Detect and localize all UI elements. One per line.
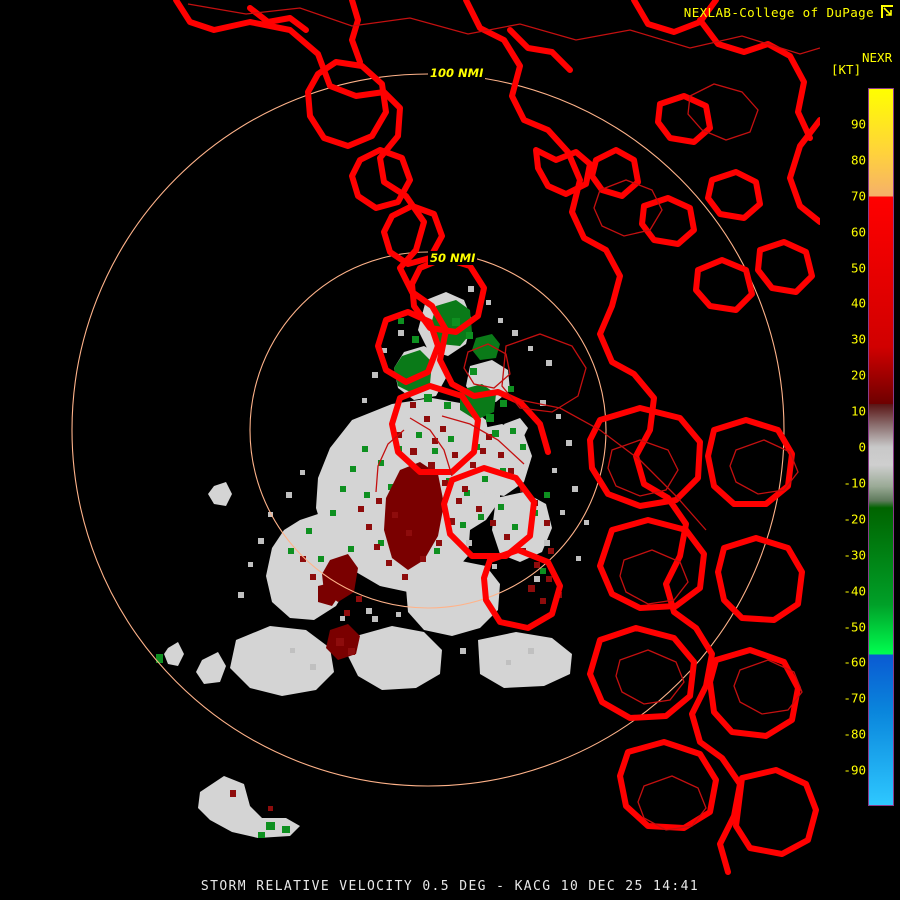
colorbar-tick-40: 40	[850, 295, 866, 311]
colorbar-tick-70: 70	[850, 188, 866, 204]
status-bar: STORM RELATIVE VELOCITY 0.5 DEG - KACG 1…	[200, 879, 700, 894]
radar-map-panel[interactable]: 100 NMI 50 NMI	[0, 0, 820, 880]
range-ring-label-100: 100 NMI	[428, 66, 486, 80]
colorbar-tick-10: 10	[850, 403, 866, 419]
colorbar-tick-50: 50	[850, 260, 866, 275]
colorbar-gradient	[868, 88, 894, 806]
colorbar-tick-20: 20	[850, 367, 866, 383]
colorbar-tick-minus90: -90	[843, 762, 866, 778]
colorbar-units: [KT]	[831, 62, 862, 77]
colorbar-tick-minus30: -30	[843, 547, 866, 563]
boundary-layer	[187, 3, 820, 831]
colorbar-tick-60: 60	[850, 224, 866, 240]
colorbar-tick-minus10: -10	[843, 475, 866, 491]
velocity-echo-layer	[156, 286, 589, 838]
colorbar-tick-0: 0	[858, 439, 866, 455]
range-ring-label-50: 50 NMI	[428, 251, 478, 265]
colorbar-tick-minus40: -40	[843, 583, 866, 599]
corner-arrow-icon	[880, 4, 894, 19]
colorbar-tick-30: 30	[850, 331, 866, 347]
colorbar-tick-minus70: -70	[843, 690, 866, 706]
colorbar-tick-80: 80	[850, 152, 866, 168]
brand-label: NEXLAB-College of DuPage	[683, 5, 874, 20]
colorbar-panel: NEXR [KT] 90 80 70 60 50 40 30 20 10 0 -10 -20 -30 -4…	[820, 0, 900, 880]
colorbar-tick-minus20: -20	[843, 511, 866, 527]
radar-canvas[interactable]	[0, 0, 820, 880]
colorbar-tick-90: 90	[850, 116, 866, 132]
colorbar-tick-minus80: -80	[843, 726, 866, 742]
colorbar-title: NEXR	[862, 50, 893, 65]
colorbar-tick-minus60: -60	[843, 654, 866, 670]
colorbar-tick-minus50: -50	[843, 619, 866, 634]
